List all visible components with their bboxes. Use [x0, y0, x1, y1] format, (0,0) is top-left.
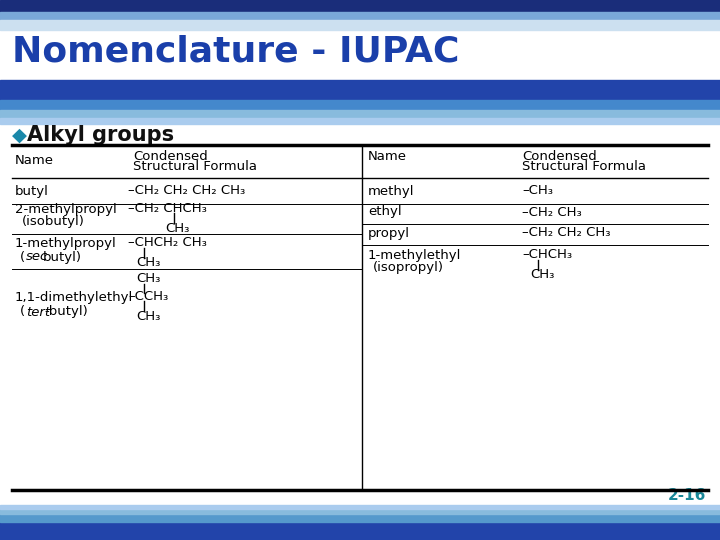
Text: methyl: methyl	[368, 185, 415, 198]
Bar	[0, 12, 720, 20]
Text: CH₃: CH₃	[136, 256, 161, 269]
Text: Structural Formula: Structural Formula	[133, 160, 257, 173]
Text: sec: sec	[26, 251, 48, 264]
Text: 1-methylpropyl: 1-methylpropyl	[15, 238, 117, 251]
Bar	[0, 20, 720, 30]
Text: Condensed: Condensed	[522, 151, 597, 164]
Text: (isopropyl): (isopropyl)	[373, 261, 444, 274]
Text: Nomenclature - IUPAC: Nomenclature - IUPAC	[12, 35, 459, 69]
Text: –CH₂ CH₂ CH₂ CH₃: –CH₂ CH₂ CH₂ CH₃	[128, 185, 246, 198]
Text: –CHCH₃: –CHCH₃	[522, 248, 572, 261]
Text: ◆: ◆	[12, 125, 27, 145]
Text: (: (	[20, 251, 25, 264]
Text: –CH₂ CH₂ CH₃: –CH₂ CH₂ CH₃	[522, 226, 611, 240]
Text: Condensed: Condensed	[133, 151, 208, 164]
Text: butyl): butyl)	[43, 251, 82, 264]
Text: –CCH₃: –CCH₃	[128, 291, 168, 303]
Text: Structural Formula: Structural Formula	[522, 160, 646, 173]
Bar	[0, 505, 720, 509]
Text: CH₃: CH₃	[165, 221, 189, 234]
Text: –CH₂ CHCH₃: –CH₂ CHCH₃	[128, 201, 207, 214]
Text: ethyl: ethyl	[368, 206, 402, 219]
Text: 2-16: 2-16	[667, 489, 706, 503]
Text: (: (	[20, 306, 25, 319]
Bar	[0, 514, 720, 522]
Text: CH₃: CH₃	[530, 268, 554, 281]
Bar	[0, 118, 720, 124]
Text: –CH₃: –CH₃	[522, 185, 553, 198]
Text: butyl: butyl	[15, 185, 49, 198]
Text: CH₃: CH₃	[136, 272, 161, 285]
Bar	[0, 509, 720, 514]
Text: CH₃: CH₃	[136, 309, 161, 322]
Text: –CHCH₂ CH₃: –CHCH₂ CH₃	[128, 237, 207, 249]
Bar	[0, 80, 720, 100]
Text: tert: tert	[26, 306, 50, 319]
Text: 1-methylethyl: 1-methylethyl	[368, 249, 462, 262]
Bar	[0, 100, 720, 110]
Text: Name: Name	[15, 154, 54, 167]
Text: Name: Name	[368, 151, 407, 164]
Text: propyl: propyl	[368, 226, 410, 240]
Text: Alkyl groups: Alkyl groups	[27, 125, 174, 145]
Text: 1,1-dimethylethyl: 1,1-dimethylethyl	[15, 292, 133, 305]
Bar	[0, 20, 720, 80]
Text: 2-methylpropyl: 2-methylpropyl	[15, 204, 117, 217]
Bar	[0, 110, 720, 118]
Text: (isobutyl): (isobutyl)	[22, 215, 85, 228]
Bar	[0, 522, 720, 540]
Text: -butyl): -butyl)	[44, 306, 88, 319]
Bar	[0, 0, 720, 12]
Text: –CH₂ CH₃: –CH₂ CH₃	[522, 206, 582, 219]
